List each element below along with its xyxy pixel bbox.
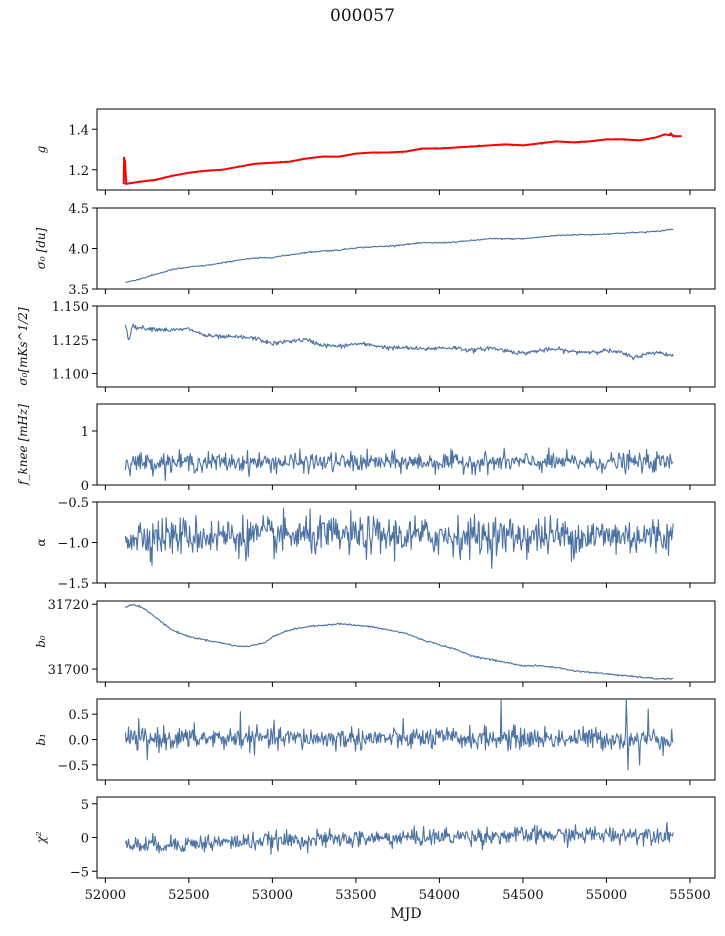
- x-tick-label: 52000: [85, 888, 126, 903]
- y-tick-label: 31700: [48, 663, 89, 678]
- series-line: [124, 323, 674, 361]
- x-tick-label: 53500: [335, 888, 376, 903]
- x-tick-label: 55000: [586, 888, 627, 903]
- y-tick-label: 1.2: [68, 164, 89, 179]
- y-axis-label: χ²: [34, 831, 48, 844]
- y-tick-label: 1: [81, 425, 89, 440]
- y-tick-label: 31720: [48, 598, 89, 613]
- series-line: [124, 447, 674, 482]
- y-axis-label: b₀: [34, 635, 48, 648]
- x-tick-label: 54000: [419, 888, 460, 903]
- y-axis-label: α: [34, 538, 48, 546]
- y-tick-label: −1.5: [57, 577, 89, 592]
- figure-title: 000057: [330, 6, 395, 26]
- panel-frame: [96, 305, 716, 388]
- series-line: [124, 698, 674, 771]
- y-axis-label: f_knee [mHz]: [16, 404, 30, 486]
- y-axis-label: σ₀ [du]: [34, 227, 48, 269]
- panel-frame: [96, 600, 716, 683]
- y-tick-label: 1.125: [52, 334, 89, 349]
- x-axis-label: MJD: [390, 906, 421, 922]
- y-tick-label: 0: [81, 832, 89, 847]
- y-tick-label: −1.0: [57, 537, 89, 552]
- y-tick-label: 4.0: [68, 243, 89, 258]
- y-tick-label: 5: [81, 798, 89, 813]
- x-tick-label: 55500: [669, 888, 710, 903]
- series-line: [124, 821, 674, 855]
- y-axis-label: g: [34, 145, 48, 153]
- y-tick-label: 1.100: [52, 368, 89, 383]
- x-tick-label: 53000: [252, 888, 293, 903]
- panel-frame: [96, 207, 716, 290]
- y-tick-label: 0: [81, 479, 89, 494]
- series-line: [122, 132, 682, 185]
- y-axis-label: σ₀[mKs^1/2]: [16, 307, 30, 386]
- series-line: [123, 133, 682, 185]
- panel-frame: [96, 796, 716, 879]
- panel-frame: [96, 403, 716, 486]
- y-tick-label: 1.150: [52, 300, 89, 315]
- series-line: [124, 507, 674, 569]
- y-tick-label: −0.5: [57, 496, 89, 511]
- series-line: [125, 228, 674, 284]
- y-tick-label: 1.4: [68, 123, 89, 138]
- series-line: [125, 604, 674, 681]
- y-axis-label: b₁: [34, 733, 48, 746]
- y-tick-label: 0.0: [68, 734, 89, 749]
- y-tick-label: 3.5: [68, 283, 89, 298]
- x-tick-label: 52500: [168, 888, 209, 903]
- y-tick-label: −0.5: [57, 759, 89, 774]
- x-tick-label: 54500: [502, 888, 543, 903]
- y-tick-label: 0.5: [68, 708, 89, 723]
- panel-frame: [96, 108, 716, 191]
- y-tick-label: −5: [70, 865, 89, 880]
- y-tick-label: 4.5: [68, 202, 89, 217]
